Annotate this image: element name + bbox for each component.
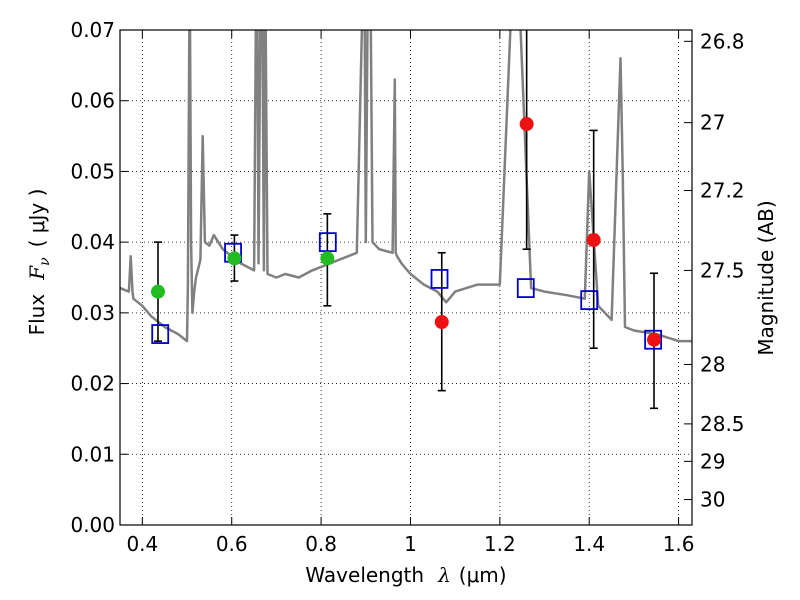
x-tick-label: 0.6 (216, 532, 248, 556)
axis-ticks (120, 29, 692, 526)
model-photometry-square (151, 324, 170, 344)
x-axis-label-symbol: λ (437, 563, 451, 587)
magnitude-tick-label: 27.5 (700, 258, 745, 282)
x-tick-label: 1 (404, 532, 417, 556)
model-photometry-square (430, 269, 449, 289)
magnitude-tick-label: 29 (700, 449, 725, 473)
y-tick-label: 0.07 (70, 18, 115, 42)
x-tick-label: 1.6 (663, 532, 695, 556)
model-photometry-square (318, 232, 337, 253)
model-photometry-square (580, 290, 599, 311)
x-tick-label: 0.8 (305, 532, 337, 556)
y-tick-label: 0.00 (70, 513, 115, 537)
photometry-point (434, 315, 449, 330)
y-axis-label: Flux Fν ( μJy ) (25, 189, 53, 336)
photometry-point (150, 284, 165, 299)
x-tick-label: 1.4 (573, 532, 605, 556)
photometry-point (519, 117, 534, 132)
magnitude-tick-label: 27 (700, 111, 725, 135)
magnitude-tick-label: 27.2 (700, 179, 745, 203)
y-tick-label: 0.05 (70, 159, 115, 183)
y-tick-label: 0.02 (70, 372, 115, 396)
grid-lines (120, 30, 692, 525)
y-tick-label: 0.06 (70, 89, 115, 113)
model-photometry-square (516, 278, 535, 299)
y-tick-label: 0.01 (70, 442, 115, 466)
marker-layer (150, 117, 663, 350)
x-tick-label: 1.2 (484, 532, 516, 556)
magnitude-tick-label: 28 (700, 352, 725, 376)
plot-background (120, 30, 692, 525)
x-axis-label-unit: (μm) (459, 563, 507, 587)
photometry-point (227, 251, 242, 266)
y-axis-label-symbol: F (25, 265, 49, 281)
x-axis-label-prefix: Wavelength (305, 563, 424, 587)
magnitude-tick-label: 26.8 (700, 29, 745, 53)
y-tick-labels: 0.00 0.01 0.02 0.03 0.04 0.05 0.06 0.07 (70, 18, 115, 537)
magnitude-tick-label: 30 (700, 488, 725, 512)
plot-frame (119, 29, 693, 526)
y-axis-label-subscript: ν (37, 257, 53, 266)
photometry-point (320, 251, 335, 266)
magnitude-tick-labels: 26.8 27 27.2 27.5 28 28.5 29 30 (700, 29, 745, 511)
y2-axis-label: Magnitude (AB) (754, 200, 778, 355)
x-axis-label: Wavelength λ (μm) (305, 563, 506, 587)
photometry-point (586, 233, 601, 248)
y-tick-label: 0.03 (70, 301, 115, 325)
x-tick-labels: 0.4 0.6 0.8 1 1.2 1.4 1.6 (126, 532, 694, 556)
y-axis-label-unit: ( μJy ) (25, 189, 49, 248)
magnitude-tick-label: 28.5 (700, 412, 745, 436)
model-photometry-square (644, 329, 663, 350)
y-axis-label-prefix: Flux (25, 294, 49, 336)
photometry-point (647, 332, 662, 347)
y-tick-label: 0.04 (70, 230, 115, 254)
x-tick-label: 0.4 (126, 532, 158, 556)
